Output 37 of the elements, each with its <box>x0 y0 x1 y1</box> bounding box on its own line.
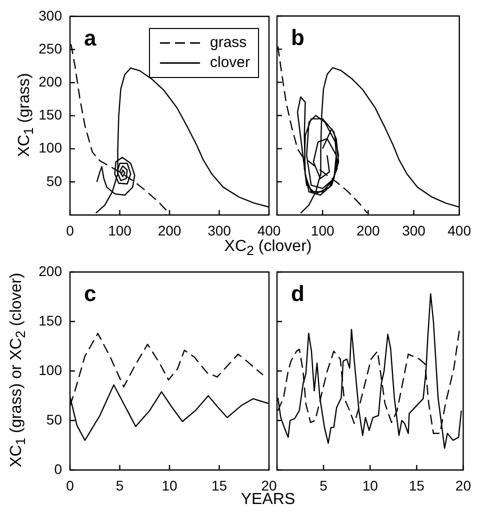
legend-label: grass <box>210 33 247 53</box>
y-tick-label: 50 <box>46 172 62 189</box>
x-tick-label: 200 <box>356 222 380 238</box>
y-tick-label: 50 <box>46 411 62 428</box>
x-tick-label: 300 <box>402 222 426 238</box>
y-tick-label: 200 <box>38 262 62 279</box>
annotation: a <box>84 25 97 50</box>
annotation: d <box>291 281 304 306</box>
y-tick-label: 200 <box>38 73 62 90</box>
x-tick-label: 0 <box>66 477 74 494</box>
y-tick-label: 0 <box>54 460 62 477</box>
x-tick-label: 20 <box>455 477 472 494</box>
x-tick-label: 15 <box>211 477 228 494</box>
x-tick-label: 200 <box>158 222 182 238</box>
x-tick-label: 100 <box>310 222 334 238</box>
y-tick-label: 100 <box>38 140 62 156</box>
x-tick-label: 400 <box>257 222 281 238</box>
x-tick-label: 10 <box>162 477 178 494</box>
x-tick-label: 20 <box>261 477 277 494</box>
x-tick-label: 15 <box>408 477 425 494</box>
x-tick-label: 5 <box>116 477 124 494</box>
x-tick-label: 0 <box>66 222 74 238</box>
x-axis-title: XC$_{2}$ (clover) <box>223 238 313 258</box>
x-tick-label: 10 <box>362 477 378 494</box>
y-tick-label: 250 <box>38 40 62 56</box>
y-tick-label: 100 <box>38 362 62 378</box>
x-tick-label: 100 <box>108 222 132 238</box>
y-tick-label: 150 <box>38 106 62 123</box>
annotation: b <box>291 25 304 50</box>
x-tick-label: 400 <box>448 222 472 238</box>
x-tick-label: 5 <box>320 477 328 494</box>
annotation: c <box>84 281 96 306</box>
x-axis-title: YEARS <box>240 491 296 508</box>
legend-label: clover <box>210 53 250 73</box>
x-tick-label: 300 <box>208 222 232 238</box>
y-tick-label: 300 <box>38 7 62 24</box>
y-tick-label: 150 <box>38 312 62 328</box>
